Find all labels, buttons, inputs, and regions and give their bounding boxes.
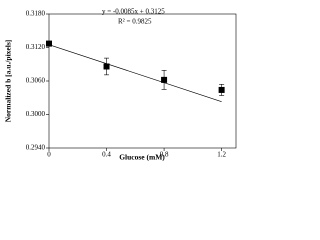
chart: Glucose (mM) Normalized b [a.u./pixels] … — [4, 8, 237, 162]
marker — [218, 86, 225, 93]
marker — [46, 40, 52, 47]
y-tick-label: 0.3000 — [26, 110, 46, 118]
equation: y = -0.0085x + 0.3125 — [102, 8, 165, 16]
marker — [161, 76, 168, 83]
x-tick-label: 0 — [47, 151, 51, 159]
trendline — [48, 44, 222, 102]
r-squared: R² = 0.9825 — [118, 18, 152, 26]
marker — [103, 63, 110, 70]
x-tick-label: 0.4 — [102, 151, 111, 159]
y-tick-label: 0.3060 — [26, 77, 46, 85]
x-tick-label: 0.8 — [160, 151, 169, 159]
x-tick-label: 1.2 — [217, 151, 226, 159]
plot-frame — [48, 13, 237, 149]
y-tick-label: 0.3120 — [26, 43, 46, 51]
x-axis-title: Glucose (mM) — [119, 153, 165, 162]
y-axis-title: Normalized b [a.u./pixels] — [4, 40, 13, 123]
y-tick-label: 0.3180 — [26, 10, 46, 18]
y-tick-label: 0.2940 — [26, 144, 46, 152]
